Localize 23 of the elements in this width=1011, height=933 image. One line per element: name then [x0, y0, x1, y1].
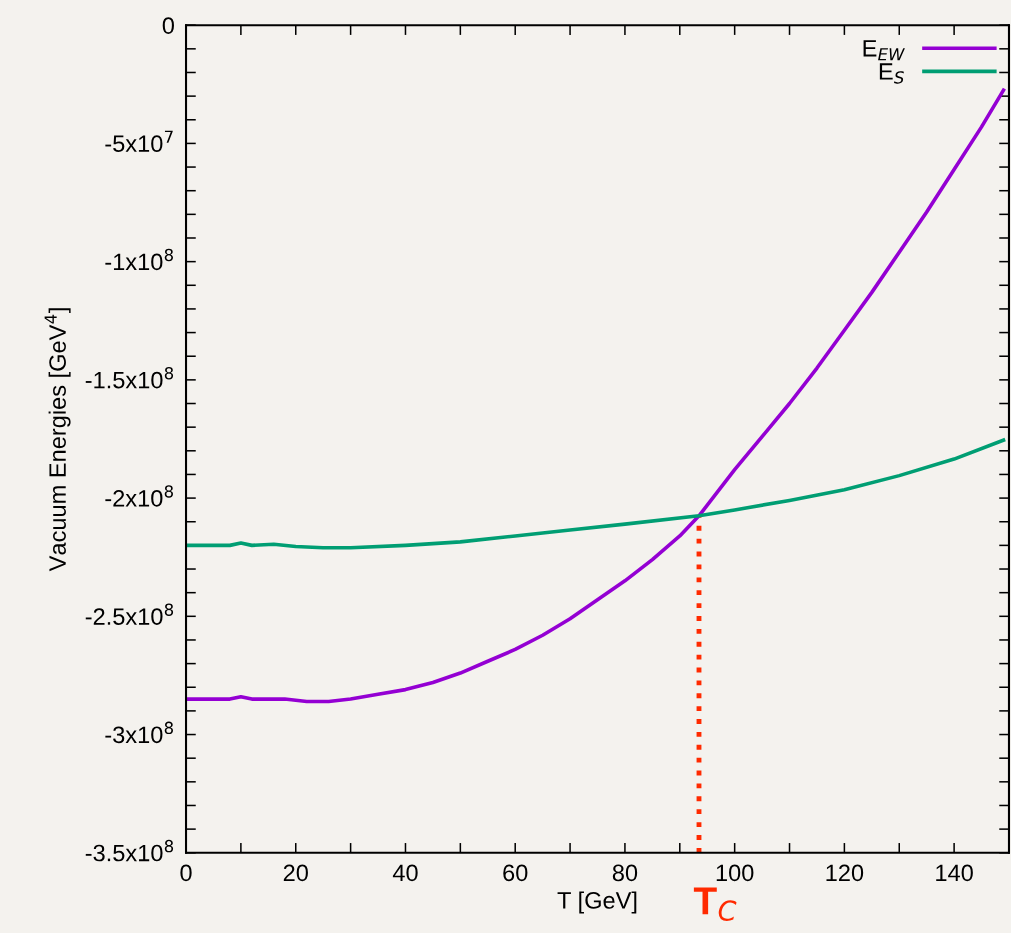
x-tick-label: 100	[716, 864, 754, 882]
line-series	[186, 438, 1006, 550]
y-tick-label: -2.5x10$^{8}$	[85, 603, 174, 625]
y-tick-label: -1x10$^{8}$	[105, 248, 173, 271]
ref-line-label: T$_{C}$	[693, 887, 737, 921]
y-axis-title: Vacuum Energies [GeV$^{4}$]	[44, 308, 71, 572]
x-tick-label: 60	[503, 864, 528, 882]
y-tick-label: 0	[162, 17, 174, 34]
x-tick-label: 20	[283, 864, 308, 882]
x-tick-label: 140	[936, 864, 973, 882]
y-tick-label: -1.5x10$^{8}$	[85, 366, 174, 389]
x-tick-label: 80	[612, 864, 638, 882]
y-tick-label: -3.5x10$^{8}$	[85, 839, 174, 862]
y-tick-label: -2x10$^{8}$	[105, 485, 173, 507]
y-tick-label: -5x10$^{7}$	[105, 130, 173, 153]
y-tick-label: -3x10$^{8}$	[105, 721, 173, 744]
legend-label: E$_{EW}$	[863, 40, 905, 61]
legend-label: E$_{S}$	[879, 63, 904, 84]
x-tick-label: 40	[392, 864, 418, 882]
x-axis-title: T [GeV]	[557, 891, 637, 914]
x-tick-label: 120	[826, 864, 864, 882]
x-tick-label: 0	[180, 864, 192, 882]
line-series	[186, 88, 1006, 704]
